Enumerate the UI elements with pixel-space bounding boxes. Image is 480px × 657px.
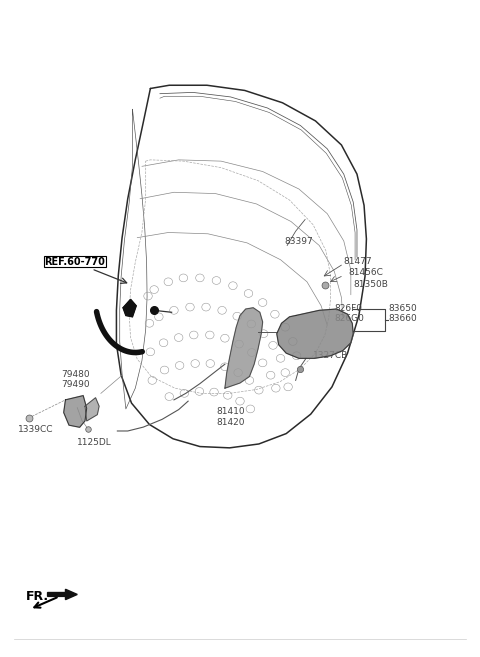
Text: 83650: 83650: [389, 304, 417, 313]
Text: 826F0: 826F0: [335, 304, 362, 313]
Text: 826G0: 826G0: [335, 314, 364, 323]
Polygon shape: [225, 307, 263, 388]
Text: 81477: 81477: [344, 257, 372, 265]
Text: FR.: FR.: [25, 589, 48, 602]
Text: 1339CC: 1339CC: [18, 425, 54, 434]
Text: 79480: 79480: [61, 370, 89, 379]
Text: 79490: 79490: [61, 380, 89, 389]
Text: 1125DL: 1125DL: [77, 438, 112, 447]
Text: 81350B: 81350B: [353, 280, 388, 289]
Polygon shape: [85, 397, 99, 421]
Text: 83660: 83660: [389, 314, 417, 323]
Polygon shape: [64, 396, 87, 427]
Polygon shape: [123, 300, 136, 317]
Polygon shape: [48, 589, 77, 600]
Text: 1327CB: 1327CB: [313, 351, 348, 359]
Text: 81456C: 81456C: [348, 268, 384, 277]
Text: 81410: 81410: [216, 407, 245, 416]
Text: REF.60-770: REF.60-770: [44, 257, 105, 267]
Text: 83397: 83397: [285, 237, 313, 246]
Text: 81420: 81420: [216, 417, 245, 426]
Polygon shape: [277, 309, 353, 358]
